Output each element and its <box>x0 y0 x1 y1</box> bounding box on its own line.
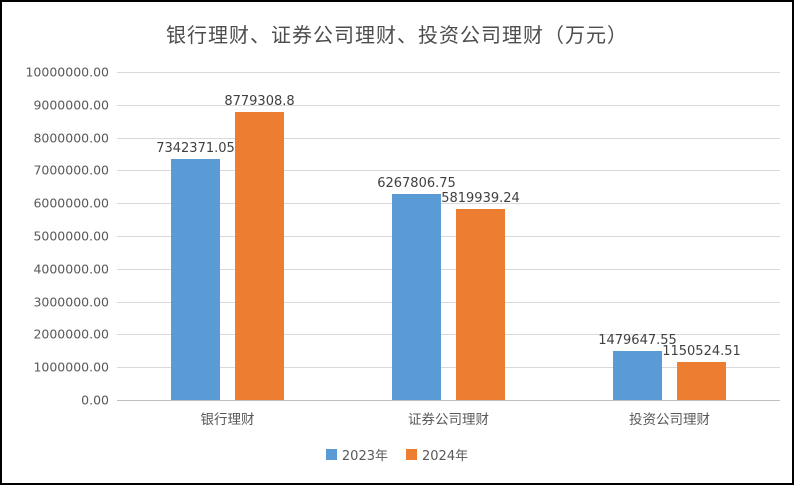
y-tick-label: 9000000.00 <box>33 97 109 113</box>
plot-area: 7342371.05 8779308.8 6267806.75 5819939.24 1… <box>117 72 780 401</box>
x-category-label: 银行理财 <box>200 412 255 428</box>
gridline <box>117 367 780 369</box>
data-label-2023年-证券公司理财: 6267806.75 <box>377 176 456 192</box>
gridline <box>117 268 780 270</box>
x-category-label: 证券公司理财 <box>408 412 489 428</box>
legend: 2023年 2024年 <box>2 445 792 464</box>
y-tick-label: 0.00 <box>81 392 109 408</box>
y-tick-label: 10000000.00 <box>25 64 109 80</box>
bar-2023年-银行理财 <box>171 159 220 400</box>
gridline <box>117 137 780 139</box>
legend-swatch-icon <box>325 449 337 460</box>
gridline <box>117 334 780 336</box>
x-axis-labels: 银行理财 证券公司理财 投资公司理财 <box>117 408 780 428</box>
y-tick-label: 1000000.00 <box>33 359 109 375</box>
bar-2023年-投资公司理财 <box>613 351 662 400</box>
legend-label: 2023年 <box>341 449 388 464</box>
legend-label: 2024年 <box>422 449 469 464</box>
gridline <box>117 236 780 237</box>
y-tick-label: 7000000.00 <box>33 162 109 178</box>
legend-item-2023年: 2023年 <box>325 445 388 464</box>
bar-2023年-证券公司理财 <box>392 194 441 400</box>
y-tick-label: 6000000.00 <box>33 195 109 211</box>
gridline <box>117 203 780 205</box>
data-label-2024年-证券公司理财: 5819939.24 <box>441 191 520 207</box>
data-label-2023年-投资公司理财: 1479647.55 <box>598 333 677 349</box>
y-tick-label: 2000000.00 <box>33 326 109 342</box>
bar-2024年-证券公司理财 <box>456 209 505 400</box>
legend-item-2024年: 2024年 <box>406 445 468 464</box>
y-axis-labels: 10000000.00 9000000.00 8000000.00 7000000.0… <box>2 65 109 408</box>
y-tick-label: 4000000.00 <box>33 261 109 277</box>
gridline <box>117 301 780 303</box>
legend-swatch-icon <box>406 449 417 460</box>
data-label-2024年-银行理财: 8779308.8 <box>224 94 295 110</box>
gridline <box>117 170 780 172</box>
x-category-label: 投资公司理财 <box>629 412 710 428</box>
bar-2024年-投资公司理财 <box>677 362 726 400</box>
gridline <box>117 400 780 401</box>
bar-2024年-银行理财 <box>235 112 284 400</box>
gridline <box>117 104 780 106</box>
y-tick-label: 8000000.00 <box>33 130 109 146</box>
data-label-2024年-投资公司理财: 1150524.51 <box>662 344 741 360</box>
gridline <box>117 72 780 73</box>
y-tick-label: 3000000.00 <box>33 294 109 310</box>
chart-title: 银行理财、证券公司理财、投资公司理财（万元） <box>166 23 628 47</box>
data-label-2023年-银行理财: 7342371.05 <box>156 141 235 157</box>
y-tick-label: 5000000.00 <box>33 228 109 244</box>
